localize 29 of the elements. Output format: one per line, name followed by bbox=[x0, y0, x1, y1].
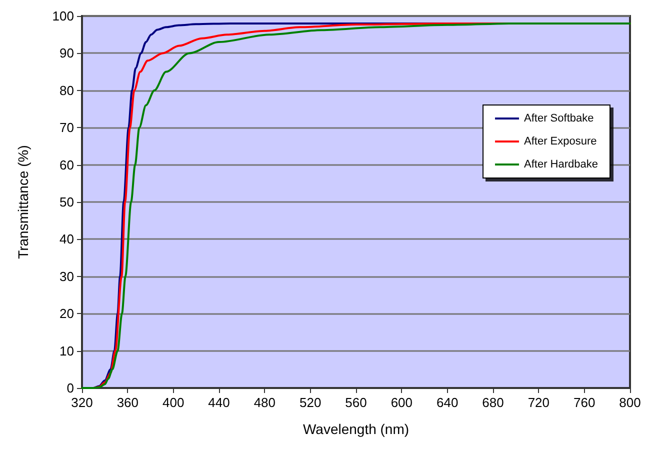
y-tick-label: 30 bbox=[60, 268, 74, 284]
x-tick-label: 320 bbox=[71, 395, 93, 410]
y-tick-label: 50 bbox=[60, 194, 74, 210]
x-tick-label: 720 bbox=[528, 395, 550, 410]
y-tick-label: 0 bbox=[66, 380, 74, 396]
x-tick-label: 520 bbox=[299, 395, 322, 410]
x-tick-label: 560 bbox=[345, 395, 367, 410]
y-tick-label: 100 bbox=[52, 8, 74, 24]
x-tick-label: 440 bbox=[208, 395, 230, 410]
x-axis-title: Wavelength (nm) bbox=[302, 421, 410, 437]
y-tick-label: 40 bbox=[60, 232, 74, 247]
y-tick-label: 60 bbox=[60, 157, 74, 172]
y-tick-label: 80 bbox=[60, 82, 74, 98]
x-tick-label: 480 bbox=[254, 395, 276, 410]
x-tick-label: 360 bbox=[116, 395, 139, 410]
y-tick-label: 10 bbox=[60, 343, 74, 358]
y-axis-title: Transmittance (%) bbox=[15, 145, 31, 259]
legend-label: After Exposure bbox=[524, 136, 597, 148]
x-tick-label: 800 bbox=[619, 395, 641, 410]
y-tick-label: 20 bbox=[60, 306, 74, 322]
x-tick-label: 400 bbox=[162, 395, 184, 410]
x-tick-label: 600 bbox=[390, 395, 413, 410]
x-tick-label: 760 bbox=[573, 395, 596, 410]
legend-label: After Hardbake bbox=[524, 158, 598, 170]
x-tick-label: 680 bbox=[482, 395, 504, 410]
legend-label: After Softbake bbox=[524, 112, 594, 124]
y-tick-label: 70 bbox=[60, 120, 74, 136]
x-tick-label: 640 bbox=[436, 395, 458, 410]
y-tick-label: 90 bbox=[60, 46, 74, 61]
